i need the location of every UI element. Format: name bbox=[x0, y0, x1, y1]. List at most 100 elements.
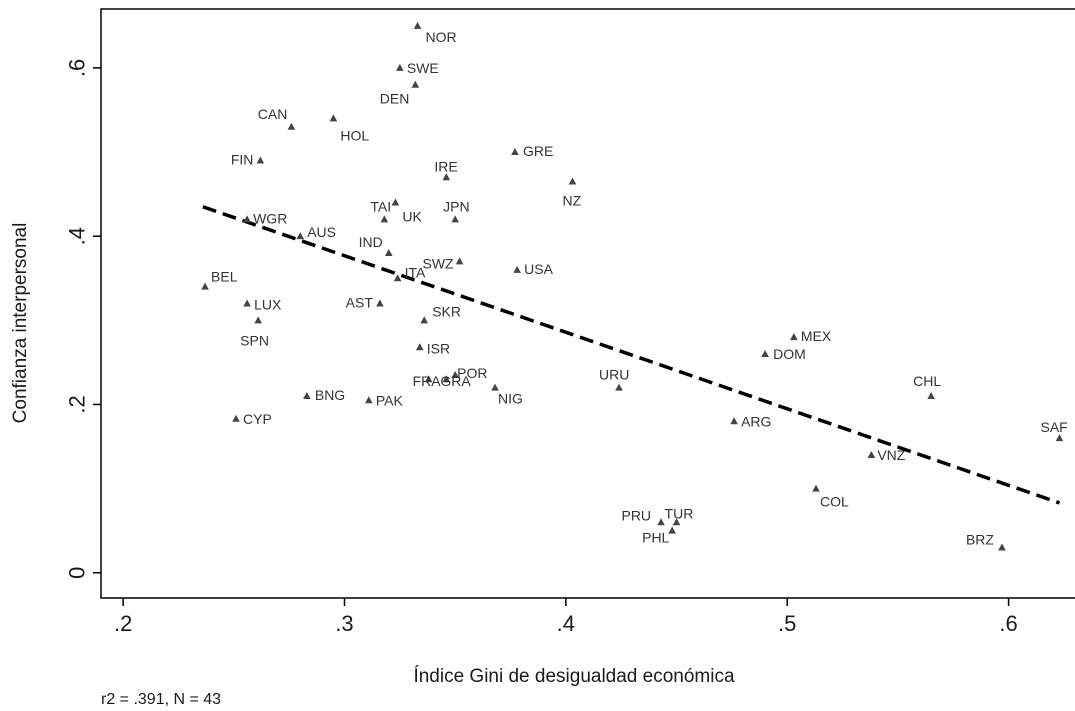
data-point-label: DEN bbox=[380, 91, 410, 107]
data-point-marker bbox=[201, 282, 209, 290]
data-point-label: WGR bbox=[253, 210, 287, 226]
data-point-marker bbox=[867, 450, 876, 458]
data-point-marker bbox=[365, 396, 373, 404]
y-tick-label: 0 bbox=[65, 567, 90, 579]
data-point-label: SPN bbox=[240, 332, 269, 348]
data-point-marker bbox=[376, 299, 384, 307]
data-point-marker bbox=[391, 198, 400, 206]
data-point-marker bbox=[256, 156, 265, 164]
data-point-label: BRZ bbox=[966, 532, 994, 548]
data-point-label: TAI bbox=[370, 198, 391, 214]
data-point-label: UK bbox=[402, 209, 422, 225]
data-point-label: URU bbox=[599, 367, 629, 383]
data-point-marker bbox=[396, 63, 404, 71]
data-point-label: ITA bbox=[405, 264, 426, 280]
data-point-label: AST bbox=[346, 295, 374, 311]
data-point-marker bbox=[413, 21, 422, 29]
data-point-label: DOM bbox=[773, 346, 806, 362]
data-point-label: FRA bbox=[413, 373, 442, 389]
data-point-label: NOR bbox=[426, 29, 457, 45]
x-tick-label: .5 bbox=[778, 611, 796, 636]
x-axis: .2 .3 .4 .5 .6 bbox=[114, 598, 1018, 636]
data-point-label: SWE bbox=[407, 60, 439, 76]
data-point-label: LUX bbox=[254, 297, 282, 313]
data-point-marker bbox=[451, 215, 459, 223]
data-point-marker bbox=[657, 518, 665, 526]
data-point-marker bbox=[329, 114, 338, 122]
data-point-label: IND bbox=[359, 234, 383, 250]
data-point-marker bbox=[790, 333, 798, 341]
data-point-marker bbox=[455, 257, 464, 265]
data-point-marker bbox=[491, 383, 499, 391]
data-point-marker bbox=[761, 349, 769, 357]
data-point-label: ARG bbox=[741, 413, 771, 429]
data-point-label: POR bbox=[457, 365, 487, 381]
data-point-marker bbox=[927, 392, 935, 400]
data-point-marker bbox=[511, 148, 519, 156]
data-point-marker bbox=[442, 375, 451, 383]
data-point-label: FIN bbox=[231, 151, 254, 167]
trend-line bbox=[202, 205, 1061, 505]
data-point-label: SKR bbox=[432, 303, 461, 319]
data-point-marker bbox=[1055, 434, 1064, 442]
data-point-marker bbox=[998, 543, 1006, 551]
data-point-marker bbox=[442, 173, 451, 181]
data-point-label: MEX bbox=[801, 328, 832, 344]
data-point-label: GRE bbox=[523, 143, 553, 159]
data-point-marker bbox=[451, 371, 459, 379]
data-point-marker bbox=[424, 375, 433, 383]
data-point-label: PRU bbox=[621, 507, 651, 523]
data-point-label: COL bbox=[820, 494, 849, 510]
data-point-marker bbox=[615, 383, 623, 391]
data-point-label: BNG bbox=[315, 387, 345, 403]
x-axis-title: Índice Gini de desigualdad económica bbox=[413, 666, 735, 687]
data-point-marker bbox=[380, 215, 389, 223]
data-point-marker bbox=[243, 299, 251, 307]
data-point-marker bbox=[243, 215, 251, 223]
x-tick-label: .2 bbox=[114, 611, 132, 636]
x-tick-label: .4 bbox=[557, 611, 575, 636]
data-point-marker bbox=[415, 343, 424, 351]
data-point-label: PHL bbox=[642, 530, 669, 546]
data-point-marker bbox=[568, 177, 577, 185]
data-point-label: PAK bbox=[376, 392, 404, 408]
fit-statistics-note: r2 = .391, N = 43 bbox=[101, 691, 221, 708]
data-point-label: CAN bbox=[258, 106, 288, 122]
data-point-marker bbox=[420, 316, 428, 324]
y-tick-label: .2 bbox=[65, 395, 90, 413]
data-point-label: GRA bbox=[440, 373, 471, 389]
data-point-label: ISR bbox=[427, 340, 450, 356]
x-tick-label: .3 bbox=[335, 611, 353, 636]
plot-frame bbox=[100, 8, 1075, 599]
data-point-marker bbox=[812, 484, 820, 492]
data-points: NOR SWE DEN CAN HOL FIN GRE IRE NZ TAI UK JPN WGR AUS… bbox=[201, 21, 1068, 551]
data-point-label: SAF bbox=[1041, 419, 1068, 435]
data-point-label: CYP bbox=[243, 411, 272, 427]
data-point-label: USA bbox=[524, 261, 553, 277]
trend-line-group bbox=[202, 205, 1061, 505]
data-point-marker bbox=[303, 392, 311, 400]
y-axis: 0 .2 .4 .6 bbox=[65, 59, 101, 579]
data-point-marker bbox=[254, 316, 262, 324]
data-point-label: JPN bbox=[443, 198, 469, 214]
data-point-label: TUR bbox=[665, 505, 694, 521]
data-point-marker bbox=[296, 232, 305, 240]
y-axis-title: Confianza interpersonal bbox=[10, 223, 31, 424]
y-tick-label: .6 bbox=[65, 59, 90, 77]
data-point-label: CHL bbox=[913, 373, 941, 389]
data-point-label: AUS bbox=[307, 224, 336, 240]
data-point-marker bbox=[232, 414, 240, 422]
data-point-marker bbox=[384, 249, 393, 257]
data-point-marker bbox=[411, 80, 420, 88]
data-point-label: VNZ bbox=[877, 447, 905, 463]
data-point-label: NIG bbox=[498, 391, 523, 407]
data-point-marker bbox=[672, 518, 681, 526]
data-point-label: BEL bbox=[211, 269, 238, 285]
data-point-marker bbox=[730, 417, 738, 425]
data-point-marker bbox=[287, 122, 296, 130]
data-point-label: HOL bbox=[340, 127, 369, 143]
data-point-marker bbox=[513, 265, 521, 273]
data-point-label: IRE bbox=[434, 158, 457, 174]
data-point-label: NZ bbox=[563, 192, 582, 208]
